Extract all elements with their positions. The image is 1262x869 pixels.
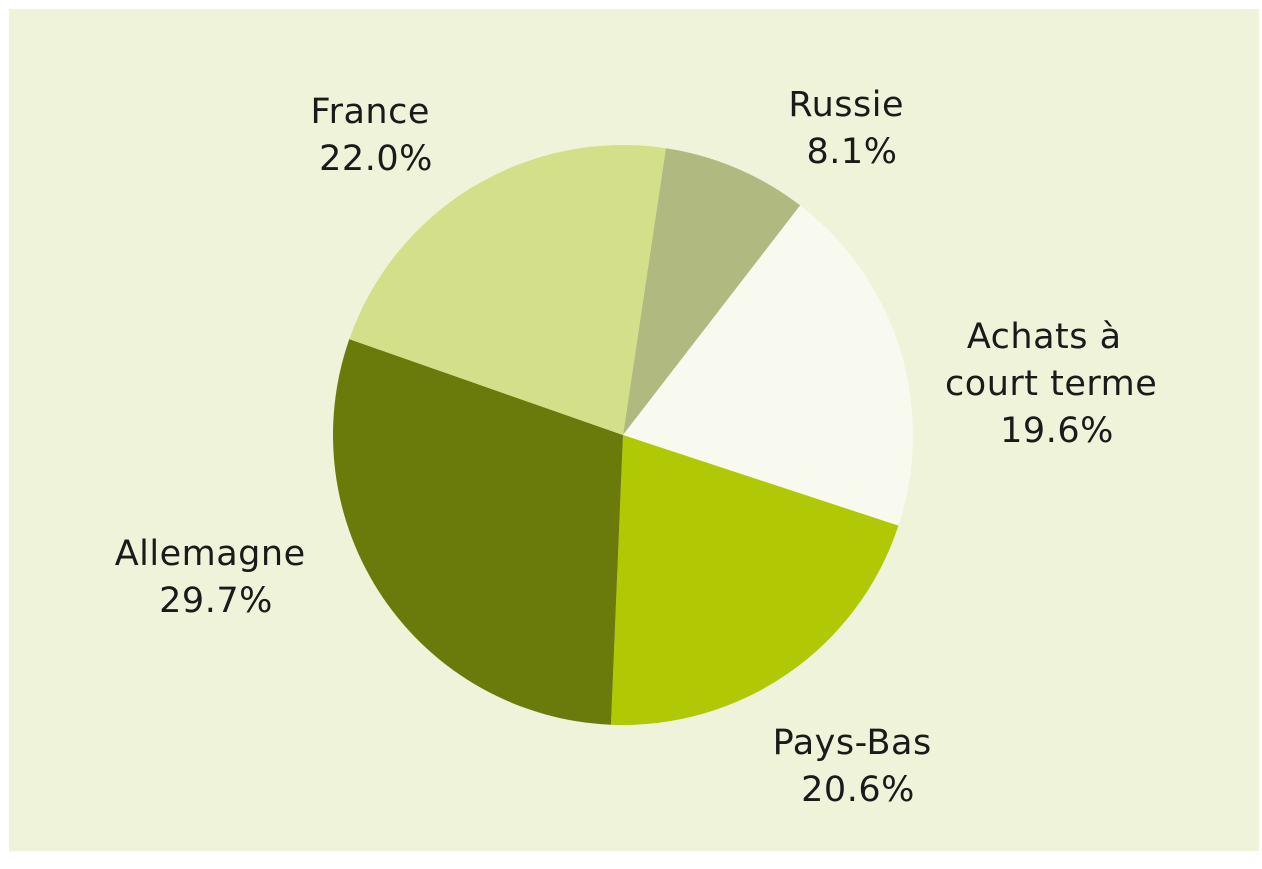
slice-label-pays-bas: Pays-Bas 20.6% [773,723,944,810]
slice-label-france: France 22.0% [310,92,441,179]
label-line: France [310,92,429,132]
slice-labels: Russie 8.1% Achats à court terme 19.6% P… [115,85,1169,810]
pie-slices [333,145,913,725]
label-line: Pays-Bas [773,723,932,763]
pie-slice-achats-court-terme [623,205,913,526]
pie-slice-pays-bas [610,435,899,725]
label-line: 20.6% [801,770,915,810]
label-line: 8.1% [807,132,898,172]
pie-slice-france [349,145,666,435]
label-line: 29.7% [159,581,273,621]
slice-label-allemagne: Allemagne 29.7% [115,534,318,621]
label-line: 19.6% [1000,411,1114,451]
label-line: 22.0% [319,139,433,179]
label-line: Achats à [967,317,1122,357]
label-line: Allemagne [115,534,306,574]
label-line: Russie [788,85,904,125]
pie-slice-allemagne [333,339,623,725]
label-line: court terme [945,364,1157,404]
slice-label-achats-a-court-terme: Achats à court terme 19.6% [945,317,1169,451]
pie-slice-russie [623,148,801,435]
slice-label-russie: Russie 8.1% [788,85,915,172]
